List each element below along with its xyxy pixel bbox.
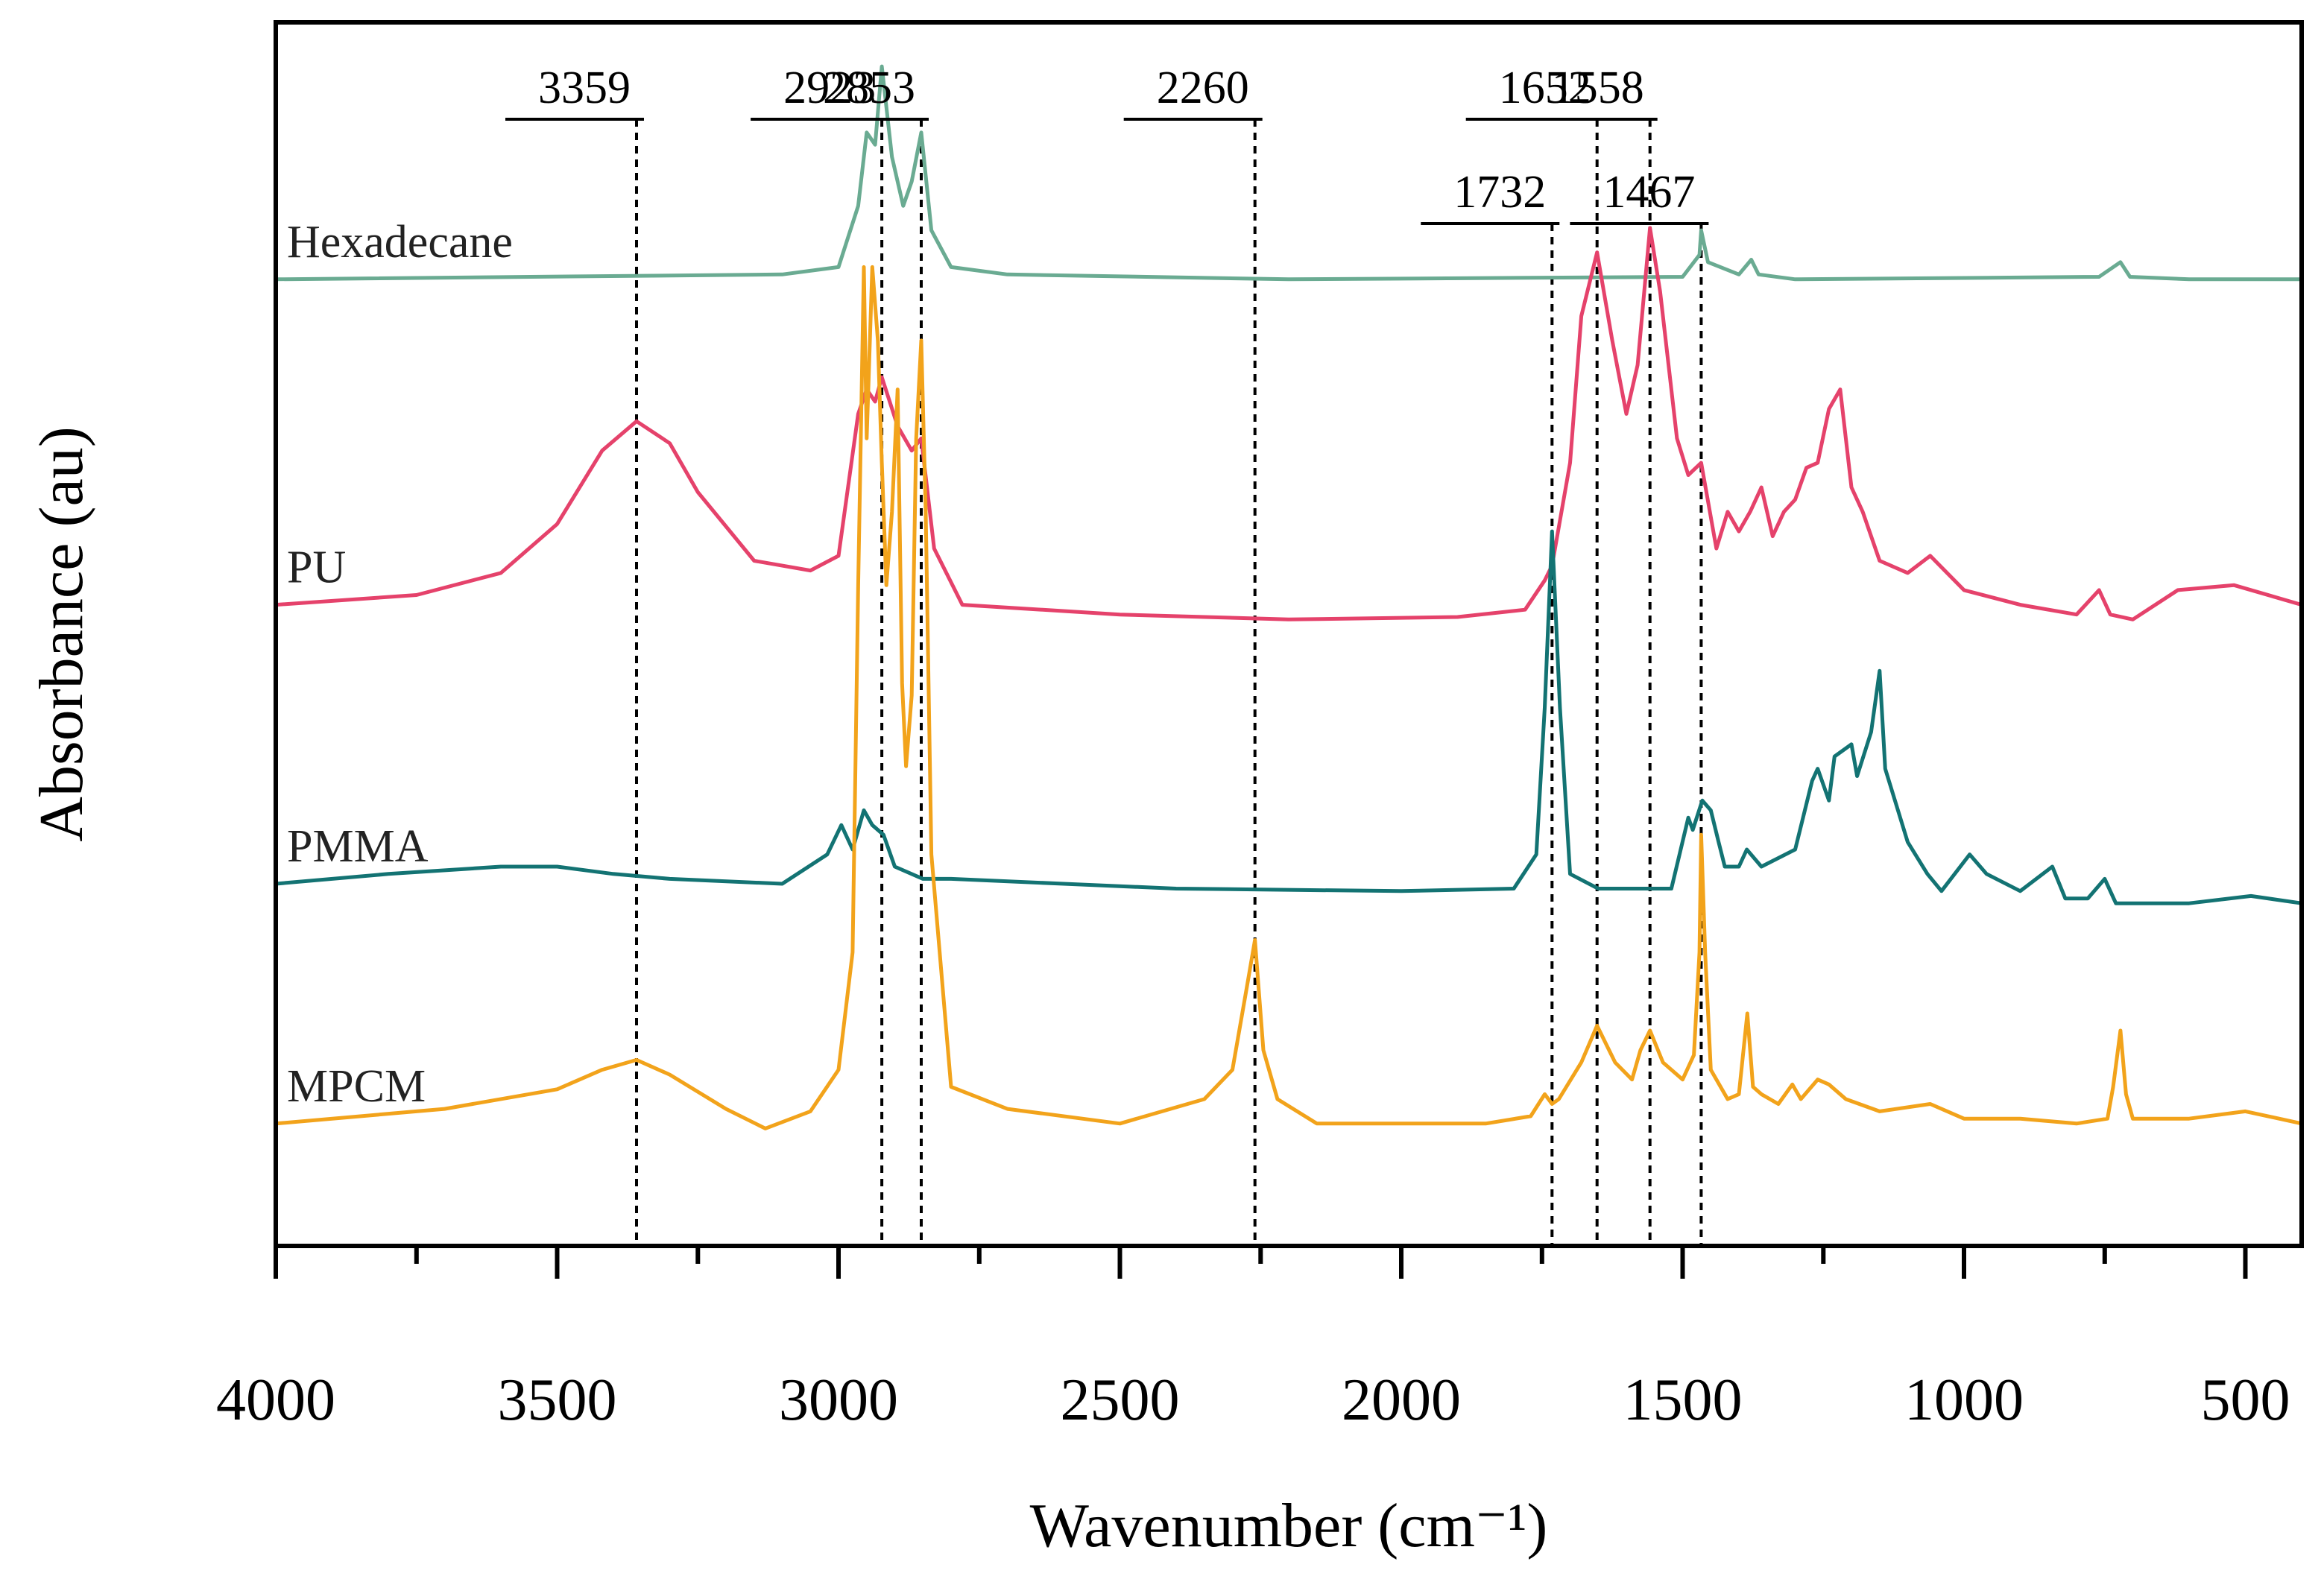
- x-tick-label: 2000: [1342, 1367, 1461, 1433]
- x-axis-title: Wavenumber (cm⁻¹): [1030, 1491, 1548, 1560]
- x-axis-tick-labels: 4000 3500 3000 2500 2000 1500 1000 500: [216, 1367, 2290, 1433]
- x-tick-label: 2500: [1061, 1367, 1180, 1433]
- series-label-mpcm: MPCM: [287, 1061, 426, 1112]
- x-tick-label: 4000: [216, 1367, 335, 1433]
- peak-label-3359: 3359: [538, 63, 631, 113]
- x-tick-label: 3000: [779, 1367, 898, 1433]
- peak-label-1732: 1732: [1453, 167, 1546, 218]
- plot-frame: [274, 20, 2304, 1248]
- x-tick-label: 1500: [1623, 1367, 1743, 1433]
- x-tick-label: 3500: [498, 1367, 617, 1433]
- series-labels: Hexadecane PU PMMA MPCM: [287, 217, 513, 1112]
- series-line-mpcm: [274, 265, 2304, 1130]
- series-label-hexadecane: Hexadecane: [287, 217, 513, 268]
- y-axis-title: Absorbance (au): [27, 426, 96, 841]
- series-label-pu: PU: [287, 542, 346, 593]
- series-line-pu: [274, 226, 2304, 621]
- peak-label-1467: 1467: [1603, 167, 1695, 218]
- peak-annotation-lines: [635, 119, 1703, 1246]
- x-tick-label: 1000: [1904, 1367, 2024, 1433]
- peak-label-2853: 2853: [823, 63, 915, 113]
- series-line-hexadecane: [274, 64, 2304, 282]
- x-tick-label: 500: [2201, 1367, 2290, 1433]
- series-label-pmma: PMMA: [287, 821, 429, 872]
- peak-label-1558: 1558: [1552, 63, 1644, 113]
- peak-label-1652: 1652: [1499, 63, 1591, 113]
- series-line-pmma: [274, 529, 2304, 905]
- peak-label-2260: 2260: [1157, 63, 1249, 113]
- peak-label-2923: 2923: [783, 63, 876, 113]
- x-axis-ticks: [274, 1246, 2248, 1279]
- spectra: [274, 64, 2304, 1130]
